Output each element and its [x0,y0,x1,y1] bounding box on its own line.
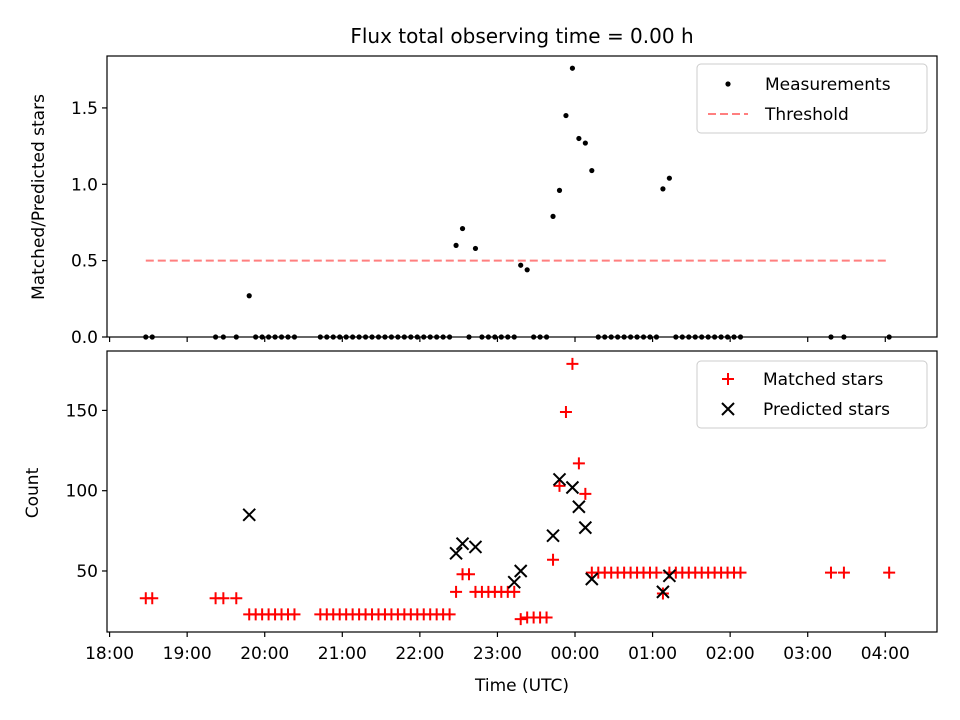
measurement-point [589,167,595,174]
predicted-star-point [552,472,567,487]
bottom-plot-area [139,357,896,626]
matched-star-point [462,568,475,581]
x-tick-label: 03:00 [783,644,832,664]
top-axes-frame [106,55,938,338]
matched-star-point [824,566,837,579]
matched-star-point [559,406,572,419]
predicted-star-point [546,528,560,543]
measurement-point [563,112,569,119]
x-tick-label: 19:00 [163,644,212,664]
predicted-stars-legend-label: Predicted stars [763,400,890,420]
matched-star-point [656,587,669,600]
top-y-tick-label: 1.0 [71,175,98,195]
matched-star-point [883,566,896,579]
matched-star-point [450,585,463,598]
measurement-point [576,135,582,142]
measurements-legend-marker [725,81,731,87]
matched-star-point [540,611,553,624]
measurement-point [556,187,563,193]
measurement-point [459,225,466,232]
top-y-tick-label: 0.0 [71,328,98,348]
predicted-star-point [572,500,586,514]
x-tick-label: 20:00 [240,644,289,664]
top-legend-box [696,63,928,134]
x-tick-label: 21:00 [318,644,367,664]
x-tick-label: 01:00 [628,644,677,664]
threshold-legend-label: Threshold [764,105,849,125]
predicted-star-point [656,585,670,599]
bottom-legend-box [696,360,928,429]
measurement-point [569,65,576,71]
bottom-y-tick-label: 100 [66,482,98,502]
predicted-star-point [449,546,463,561]
predicted-stars-legend-marker [721,402,735,416]
matched-stars-legend-label: Matched stars [763,370,883,390]
predicted-star-point [242,508,256,522]
matched-star-point [650,566,663,579]
matched-star-point [579,487,592,500]
measurement-point [518,262,524,268]
bottom-axes-frame [106,350,938,633]
top-y-axis-label: Matched/Predicted stars [29,94,49,300]
x-tick-label: 02:00 [706,644,755,664]
measurement-point [582,140,588,146]
x-tick-label: 18:00 [85,644,134,664]
x-axis-label: Time (UTC) [474,676,569,696]
measurement-point [246,293,252,299]
measurement-point [453,242,459,248]
predicted-star-point [513,564,528,578]
matched-star-point [217,592,230,605]
top-legend: Measurements Threshold [696,63,928,134]
predicted-star-point [662,569,677,583]
matched-star-point [508,585,521,598]
bottom-y-axis-label: Count [23,467,43,518]
bottom-y-axis: 50 100 150 [66,401,107,582]
top-x-axis [108,337,886,342]
matched-star-point [146,592,159,605]
measurement-point [472,245,479,252]
measurement-point [524,267,530,273]
x-tick-label: 22:00 [395,644,444,664]
measurements-legend-label: Measurements [765,75,891,95]
predicted-star-point [565,480,580,495]
top-y-axis: 0.0 0.5 1.0 1.5 [71,99,107,348]
bottom-y-tick-label: 150 [66,401,98,421]
predicted-star-point [507,575,521,589]
matched-star-point [547,553,560,566]
matched-star-point [734,566,747,579]
predicted-star-point [468,540,483,554]
x-tick-label: 04:00 [861,644,910,664]
matched-star-point [837,566,850,579]
matched-star-point [572,457,585,470]
bottom-x-axis: 18:00 19:00 20:00 21:00 22:00 23:00 00:00 01:00… [85,632,910,664]
predicted-star-point [578,520,593,535]
top-y-tick-label: 1.5 [71,99,98,119]
matched-star-point [514,613,527,626]
matched-star-point [288,608,301,621]
matched-stars-legend-marker [722,373,734,385]
measurement-point [666,175,672,181]
bottom-legend: Matched stars Predicted stars [696,360,928,429]
bottom-y-tick-label: 50 [76,562,98,582]
measurement-point [660,186,666,192]
top-y-tick-label: 0.5 [71,252,98,272]
x-tick-label: 23:00 [473,644,522,664]
matched-star-point [553,479,566,492]
top-chart-title: Flux total observing time = 0.00 h [350,24,693,48]
predicted-star-point [585,572,599,586]
matched-star-point [566,357,579,370]
matched-star-point [230,592,243,605]
x-tick-label: 00:00 [551,644,600,664]
matched-star-point [443,608,456,621]
measurement-point [550,213,556,219]
predicted-star-point [455,536,470,551]
